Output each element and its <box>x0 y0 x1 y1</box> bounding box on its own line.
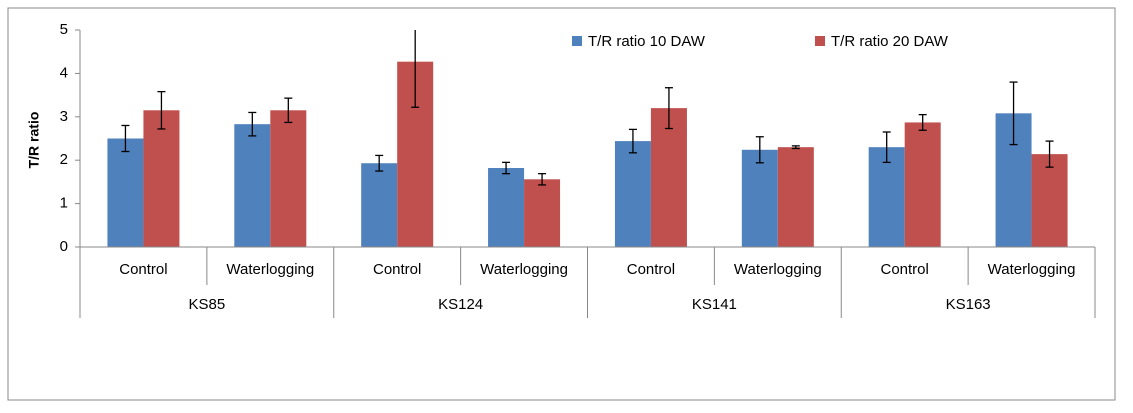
group-label: KS163 <box>946 296 991 313</box>
group-label: KS85 <box>189 296 226 313</box>
error-bar <box>375 154 384 172</box>
bar <box>777 147 814 247</box>
error-bar <box>882 131 891 164</box>
y-tick-label: 1 <box>60 195 68 212</box>
bar <box>234 124 271 247</box>
x-tick-label: Control <box>627 261 675 278</box>
error-bar <box>121 124 130 153</box>
bar <box>143 110 180 247</box>
x-tick-label: Waterlogging <box>226 261 314 278</box>
bar <box>868 147 905 247</box>
bar <box>107 138 144 247</box>
bar <box>741 149 778 247</box>
x-tick-label: Control <box>881 261 929 278</box>
error-bar <box>284 97 293 124</box>
y-tick-label: 3 <box>60 108 68 125</box>
error-bar <box>791 145 800 150</box>
error-bar <box>1009 81 1018 146</box>
error-bar <box>411 30 420 108</box>
error-bar <box>157 90 166 130</box>
chart-border <box>7 7 1116 401</box>
legend-label: T/R ratio 20 DAW <box>831 33 949 50</box>
y-tick-label: 2 <box>60 151 68 168</box>
bar <box>904 122 941 247</box>
group-label: KS141 <box>692 296 737 313</box>
legend-swatch <box>572 36 582 46</box>
error-bar <box>502 161 511 175</box>
bar <box>270 110 307 247</box>
bar <box>361 163 398 247</box>
error-bar <box>664 87 673 130</box>
x-tick-label: Control <box>373 261 421 278</box>
y-tick-label: 5 <box>60 21 68 38</box>
y-tick-label: 0 <box>60 238 68 255</box>
legend-swatch <box>815 36 825 46</box>
bar <box>614 141 651 247</box>
bar <box>1031 154 1068 247</box>
bar <box>650 108 687 248</box>
y-tick-label: 4 <box>60 64 68 81</box>
error-bar <box>538 173 547 186</box>
x-tick-label: Waterlogging <box>734 261 822 278</box>
x-tick-label: Control <box>119 261 167 278</box>
plot-area <box>107 30 1068 248</box>
error-bar <box>248 111 257 137</box>
x-tick-label: Waterlogging <box>988 261 1076 278</box>
error-bar <box>628 128 637 154</box>
error-bar <box>918 113 927 131</box>
bar <box>524 179 561 247</box>
y-axis-label: T/R ratio <box>26 112 42 169</box>
bar <box>488 168 525 247</box>
x-tick-label: Waterlogging <box>480 261 568 278</box>
legend-label: T/R ratio 10 DAW <box>588 33 706 50</box>
group-label: KS124 <box>438 296 483 313</box>
error-bar <box>1045 140 1054 168</box>
error-bar <box>755 136 764 164</box>
